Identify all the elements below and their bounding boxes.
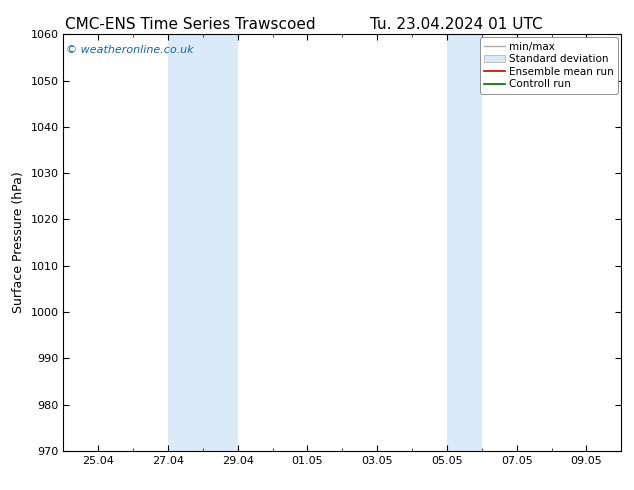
Text: © weatheronline.co.uk: © weatheronline.co.uk bbox=[66, 45, 194, 55]
Legend: min/max, Standard deviation, Ensemble mean run, Controll run: min/max, Standard deviation, Ensemble me… bbox=[480, 37, 618, 94]
Text: Tu. 23.04.2024 01 UTC: Tu. 23.04.2024 01 UTC bbox=[370, 17, 543, 32]
Y-axis label: Surface Pressure (hPa): Surface Pressure (hPa) bbox=[12, 172, 25, 314]
Bar bbox=[447, 34, 482, 451]
Text: CMC-ENS Time Series Trawscoed: CMC-ENS Time Series Trawscoed bbox=[65, 17, 316, 32]
Bar bbox=[168, 34, 238, 451]
